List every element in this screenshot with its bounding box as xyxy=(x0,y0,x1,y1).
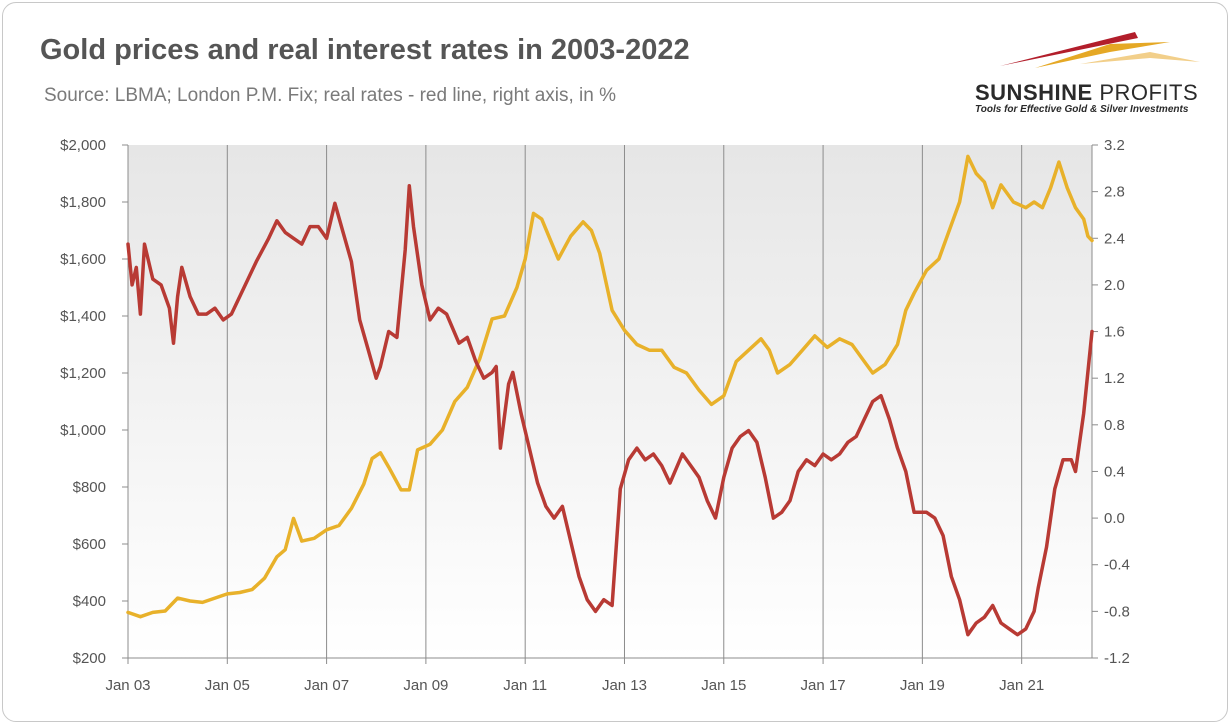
y-left-tick-label: $1,800 xyxy=(60,194,106,211)
chart-subtitle: Source: LBMA; London P.M. Fix; real rate… xyxy=(44,85,617,106)
y-right-tick-label: 0.0 xyxy=(1104,510,1125,527)
y-right-tick-label: 0.4 xyxy=(1104,463,1125,480)
y-left-tick-label: $1,400 xyxy=(60,308,106,325)
x-tick-label: Jan 21 xyxy=(999,677,1044,694)
logo-name-light: PROFITS xyxy=(1099,80,1199,105)
y-right-tick-label: 2.4 xyxy=(1104,230,1125,247)
y-right-tick-label: -0.8 xyxy=(1104,603,1130,620)
real-rate-line xyxy=(126,184,1094,637)
y-right-tick-label: -0.4 xyxy=(1104,557,1130,574)
plot-area xyxy=(128,145,1092,658)
y-left-tick-label: $2,000 xyxy=(60,137,106,154)
logo-name-bold: SUNSHINE xyxy=(975,80,1093,105)
y-left-tick-label: $1,600 xyxy=(60,251,106,268)
chart-title: Gold prices and real interest rates in 2… xyxy=(40,34,690,66)
y-left-tick-label: $400 xyxy=(73,593,106,610)
gold-price-line xyxy=(126,154,1094,619)
y-right-tick-label: 1.6 xyxy=(1104,324,1125,341)
sunshine-profits-logo: SUNSHINE PROFITS Tools for Effective Gol… xyxy=(960,18,1215,118)
y-right-tick-label: 2.8 xyxy=(1104,184,1125,201)
y-left-tick-label: $800 xyxy=(73,479,106,496)
y-right-tick-label: 0.8 xyxy=(1104,417,1125,434)
y-left-tick-label: $1,000 xyxy=(60,422,106,439)
y-right-tick-label: 2.0 xyxy=(1104,277,1125,294)
logo-streak-icon xyxy=(1000,32,1200,68)
logo-name: SUNSHINE PROFITS xyxy=(975,80,1198,106)
x-tick-label: Jan 13 xyxy=(602,677,647,694)
logo-tagline: Tools for Effective Gold & Silver Invest… xyxy=(975,104,1189,115)
x-tick-label: Jan 09 xyxy=(403,677,448,694)
x-tick-label: Jan 17 xyxy=(801,677,846,694)
x-tick-label: Jan 07 xyxy=(304,677,349,694)
x-tick-label: Jan 15 xyxy=(701,677,746,694)
x-tick-label: Jan 19 xyxy=(900,677,945,694)
x-tick-label: Jan 05 xyxy=(205,677,250,694)
x-tick-label: Jan 03 xyxy=(105,677,150,694)
x-tick-label: Jan 11 xyxy=(503,677,547,694)
y-right-tick-label: -1.2 xyxy=(1104,650,1130,667)
y-right-tick-label: 1.2 xyxy=(1104,370,1125,387)
y-left-tick-label: $200 xyxy=(73,650,106,667)
y-right-tick-label: 3.2 xyxy=(1104,137,1125,154)
y-left-tick-label: $1,200 xyxy=(60,365,106,382)
y-left-tick-label: $600 xyxy=(73,536,106,553)
